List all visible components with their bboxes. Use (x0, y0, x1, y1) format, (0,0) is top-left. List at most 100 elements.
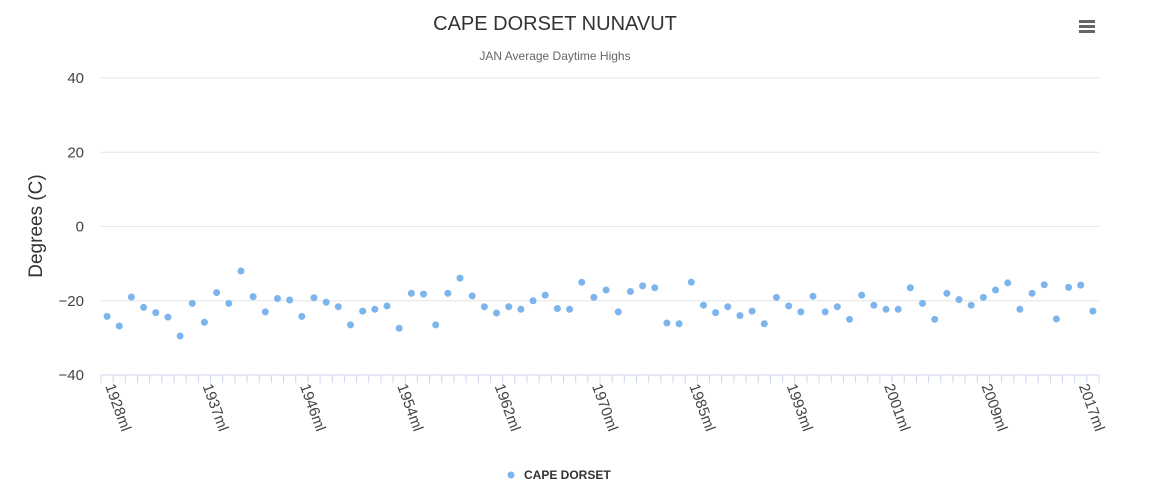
data-point[interactable] (1089, 307, 1097, 315)
y-tick-label: −40 (59, 367, 84, 384)
data-point[interactable] (456, 274, 464, 282)
data-point[interactable] (407, 289, 415, 297)
x-axis: 1928ml 1937ml 1946ml 1954ml 1962ml 1970ml 1985… (100, 374, 1108, 434)
x-tick-label: 1993ml (783, 382, 816, 434)
data-point[interactable] (468, 292, 476, 300)
y-axis-ticks: 40 20 0 −20 −40 (59, 70, 84, 384)
data-point[interactable] (273, 295, 281, 303)
data-point[interactable] (237, 267, 245, 275)
data-point[interactable] (103, 312, 111, 320)
data-point[interactable] (894, 305, 902, 313)
chart-title: CAPE DORSET NUNAVUT (433, 13, 677, 35)
data-point[interactable] (493, 309, 501, 317)
data-point[interactable] (797, 308, 805, 316)
data-point[interactable] (1028, 289, 1036, 297)
data-point[interactable] (334, 303, 342, 311)
data-point[interactable] (809, 292, 817, 300)
data-point[interactable] (639, 282, 647, 290)
data-point[interactable] (931, 315, 939, 323)
data-point[interactable] (846, 315, 853, 323)
data-point[interactable] (322, 298, 330, 306)
data-point[interactable] (395, 324, 403, 332)
data-point[interactable] (480, 303, 488, 311)
data-point[interactable] (578, 278, 586, 286)
data-point[interactable] (724, 303, 732, 311)
x-tick-label: 1954ml (393, 382, 426, 434)
data-point[interactable] (1065, 283, 1073, 291)
x-tick-label: 2009ml (978, 382, 1011, 434)
data-points (103, 267, 1097, 340)
data-point[interactable] (127, 293, 135, 301)
data-point[interactable] (663, 319, 671, 327)
x-tick-label: 1937ml (199, 382, 232, 434)
data-point[interactable] (200, 318, 208, 326)
data-point[interactable] (298, 312, 306, 320)
data-point[interactable] (517, 305, 525, 313)
data-point[interactable] (821, 308, 829, 316)
data-point[interactable] (919, 299, 927, 307)
data-point[interactable] (529, 297, 537, 305)
data-point[interactable] (164, 313, 172, 321)
data-point[interactable] (140, 303, 148, 311)
data-point[interactable] (967, 301, 975, 309)
data-point[interactable] (115, 322, 123, 330)
data-point[interactable] (602, 286, 610, 294)
data-point[interactable] (785, 302, 793, 310)
data-point[interactable] (772, 293, 780, 301)
legend-label[interactable]: CAPE DORSET (524, 468, 611, 482)
data-point[interactable] (675, 320, 683, 328)
data-point[interactable] (213, 289, 221, 297)
data-point[interactable] (347, 321, 354, 329)
data-point[interactable] (736, 312, 744, 320)
data-point[interactable] (687, 278, 695, 286)
data-point[interactable] (870, 301, 878, 309)
data-point[interactable] (651, 284, 659, 292)
data-point[interactable] (955, 296, 963, 304)
data-point[interactable] (420, 290, 428, 298)
data-point[interactable] (152, 309, 160, 317)
legend[interactable]: CAPE DORSET (507, 468, 612, 482)
data-point[interactable] (626, 287, 634, 295)
grid-lines (101, 77, 1099, 302)
data-point[interactable] (261, 308, 269, 316)
data-point[interactable] (1016, 305, 1024, 313)
data-point[interactable] (1052, 315, 1060, 323)
x-tick-label: 1962ml (491, 382, 524, 434)
data-point[interactable] (1004, 279, 1012, 287)
data-point[interactable] (858, 291, 866, 299)
data-point[interactable] (979, 293, 987, 301)
y-tick-label: 40 (67, 70, 84, 87)
data-point[interactable] (1040, 281, 1048, 289)
legend-marker (507, 471, 515, 479)
data-point[interactable] (992, 286, 1000, 294)
data-point[interactable] (553, 305, 561, 313)
data-point[interactable] (882, 305, 890, 313)
data-point[interactable] (541, 291, 549, 299)
data-point[interactable] (383, 302, 391, 310)
data-point[interactable] (310, 294, 318, 302)
data-point[interactable] (444, 289, 452, 297)
data-point[interactable] (359, 307, 367, 315)
x-tick-label: 1946ml (296, 382, 329, 434)
data-point[interactable] (286, 296, 294, 304)
data-point[interactable] (432, 321, 440, 329)
y-tick-label: −20 (59, 293, 84, 310)
data-point[interactable] (1077, 281, 1085, 289)
data-point[interactable] (760, 320, 768, 328)
data-point[interactable] (712, 309, 720, 317)
chart-menu-button[interactable] (1074, 12, 1100, 38)
data-point[interactable] (590, 293, 598, 301)
data-point[interactable] (225, 299, 233, 307)
data-point[interactable] (371, 305, 379, 313)
data-point[interactable] (943, 289, 951, 297)
data-point[interactable] (833, 303, 841, 311)
data-point[interactable] (505, 303, 513, 311)
data-point[interactable] (699, 301, 707, 309)
data-point[interactable] (188, 299, 196, 307)
data-point[interactable] (566, 305, 574, 313)
data-point[interactable] (176, 332, 184, 340)
data-point[interactable] (249, 293, 257, 301)
data-point[interactable] (906, 284, 914, 292)
data-point[interactable] (614, 308, 622, 316)
data-point[interactable] (748, 307, 756, 315)
